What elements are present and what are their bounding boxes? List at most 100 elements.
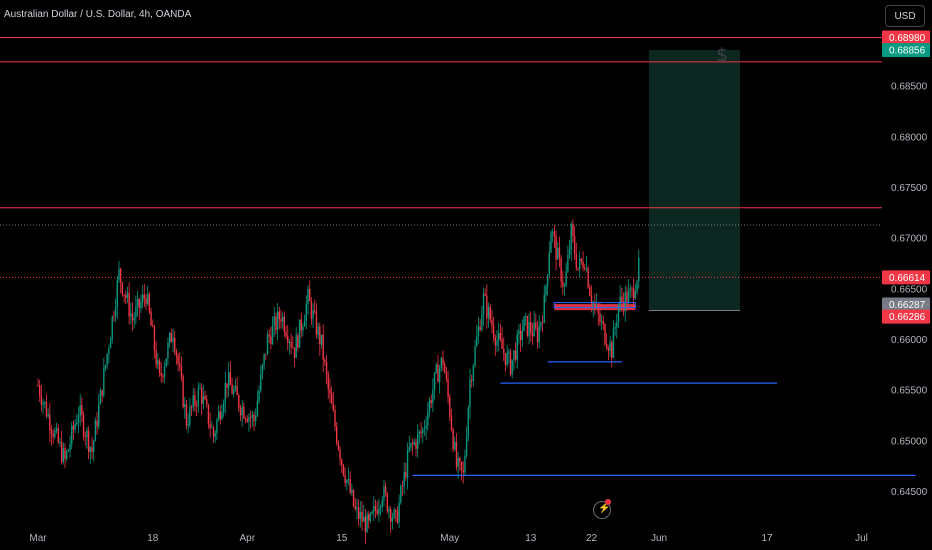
candle-body (406, 450, 409, 478)
candle-body (484, 293, 486, 296)
candle-body (140, 302, 142, 308)
candle-body (308, 288, 311, 302)
candle-body (72, 425, 75, 430)
candle-body (79, 405, 81, 416)
candle-body (616, 322, 618, 328)
candle-body (324, 360, 326, 362)
candle-body (239, 407, 242, 416)
candle-body (560, 258, 562, 282)
candle-body (266, 334, 269, 355)
candle-body (106, 353, 108, 366)
candle-body (38, 385, 41, 396)
candle-body (227, 372, 230, 388)
candle-body (521, 331, 524, 341)
candle-body (533, 322, 535, 337)
candle-body (335, 426, 338, 443)
candle-body (202, 395, 205, 404)
candle-body (182, 376, 184, 408)
candle-body (145, 298, 147, 304)
candle-body (486, 295, 488, 319)
candle-body (435, 364, 437, 373)
candle-body (60, 441, 63, 462)
candle-body (518, 330, 520, 334)
candle-body (629, 288, 632, 291)
price-label-box (882, 270, 930, 285)
price-label-text: 0.68980 (889, 33, 926, 44)
candle-body (376, 509, 378, 514)
candle-body (160, 372, 162, 376)
candle-body (281, 316, 284, 322)
candle-body (55, 428, 58, 431)
candle-body (459, 457, 461, 463)
candle-body (211, 427, 213, 429)
currency-button[interactable]: USD (885, 5, 925, 27)
order-block-outline[interactable] (553, 302, 636, 309)
candle-body (125, 295, 127, 298)
candle-body (86, 430, 88, 438)
candle-body (482, 293, 485, 315)
y-tick-label: 0.68000 (891, 132, 928, 143)
price-axis[interactable]: 0.64500 0.65000 0.65500 0.66000 0.66500 0.670… (891, 82, 928, 498)
candle-body (551, 231, 554, 233)
candle-body (361, 511, 363, 522)
candle-body (190, 406, 193, 408)
candle-body (330, 393, 333, 404)
time-axis[interactable]: Mar 18 Apr 15 May 13 22 Jun 17 Jul (29, 533, 868, 544)
candle-body (420, 431, 422, 434)
candle-body (153, 326, 156, 351)
candle-body (108, 348, 110, 354)
candle-body (246, 419, 248, 422)
candle-body (92, 440, 95, 453)
candle-body (354, 505, 356, 509)
candle-body (62, 448, 65, 462)
candle-body (352, 490, 355, 506)
candle-body (599, 313, 601, 322)
candle-body (50, 430, 53, 435)
x-tick-label: 17 (761, 533, 773, 544)
candle-body (578, 258, 581, 269)
candle-body (447, 379, 449, 397)
candle-body (300, 319, 302, 331)
candle-body (135, 306, 137, 318)
candle-body (379, 507, 382, 509)
candle-body (114, 307, 117, 317)
candle-body (170, 333, 173, 342)
candle-body (545, 285, 547, 296)
candle-body (119, 268, 122, 283)
candle-body (536, 327, 539, 343)
candle-body (172, 337, 174, 342)
candle-body (541, 322, 544, 324)
x-tick-label: Jul (855, 533, 868, 544)
candle-body (64, 448, 66, 459)
candle-body (231, 384, 233, 394)
candle-body (165, 358, 167, 367)
candle-body (314, 310, 316, 312)
candle-body (76, 422, 78, 425)
y-tick-label: 0.67500 (891, 183, 928, 194)
candle-body (130, 313, 132, 317)
candle-body (584, 268, 586, 270)
candle-body (194, 395, 196, 406)
candle-body (44, 401, 46, 403)
candle-body (396, 511, 399, 523)
dollar-icon[interactable]: $ (716, 44, 729, 66)
candle-body (310, 301, 313, 319)
candle-body (233, 389, 235, 394)
candle-body (82, 415, 85, 437)
candle-body (506, 352, 508, 365)
flash-icon[interactable]: ⚡ (593, 499, 611, 519)
candle-body (163, 366, 166, 377)
price-label-text: 0.66614 (889, 273, 926, 284)
candle-body (54, 430, 56, 438)
x-tick-label: 13 (525, 533, 537, 544)
y-tick-label: 0.68500 (891, 82, 928, 93)
candle-body (607, 348, 610, 351)
candle-body (562, 281, 564, 287)
candle-body (175, 351, 178, 356)
candle-body (263, 354, 265, 365)
candle-body (548, 252, 551, 275)
candle-body (271, 325, 274, 344)
candle-body (430, 400, 432, 404)
candle-body (636, 281, 638, 292)
